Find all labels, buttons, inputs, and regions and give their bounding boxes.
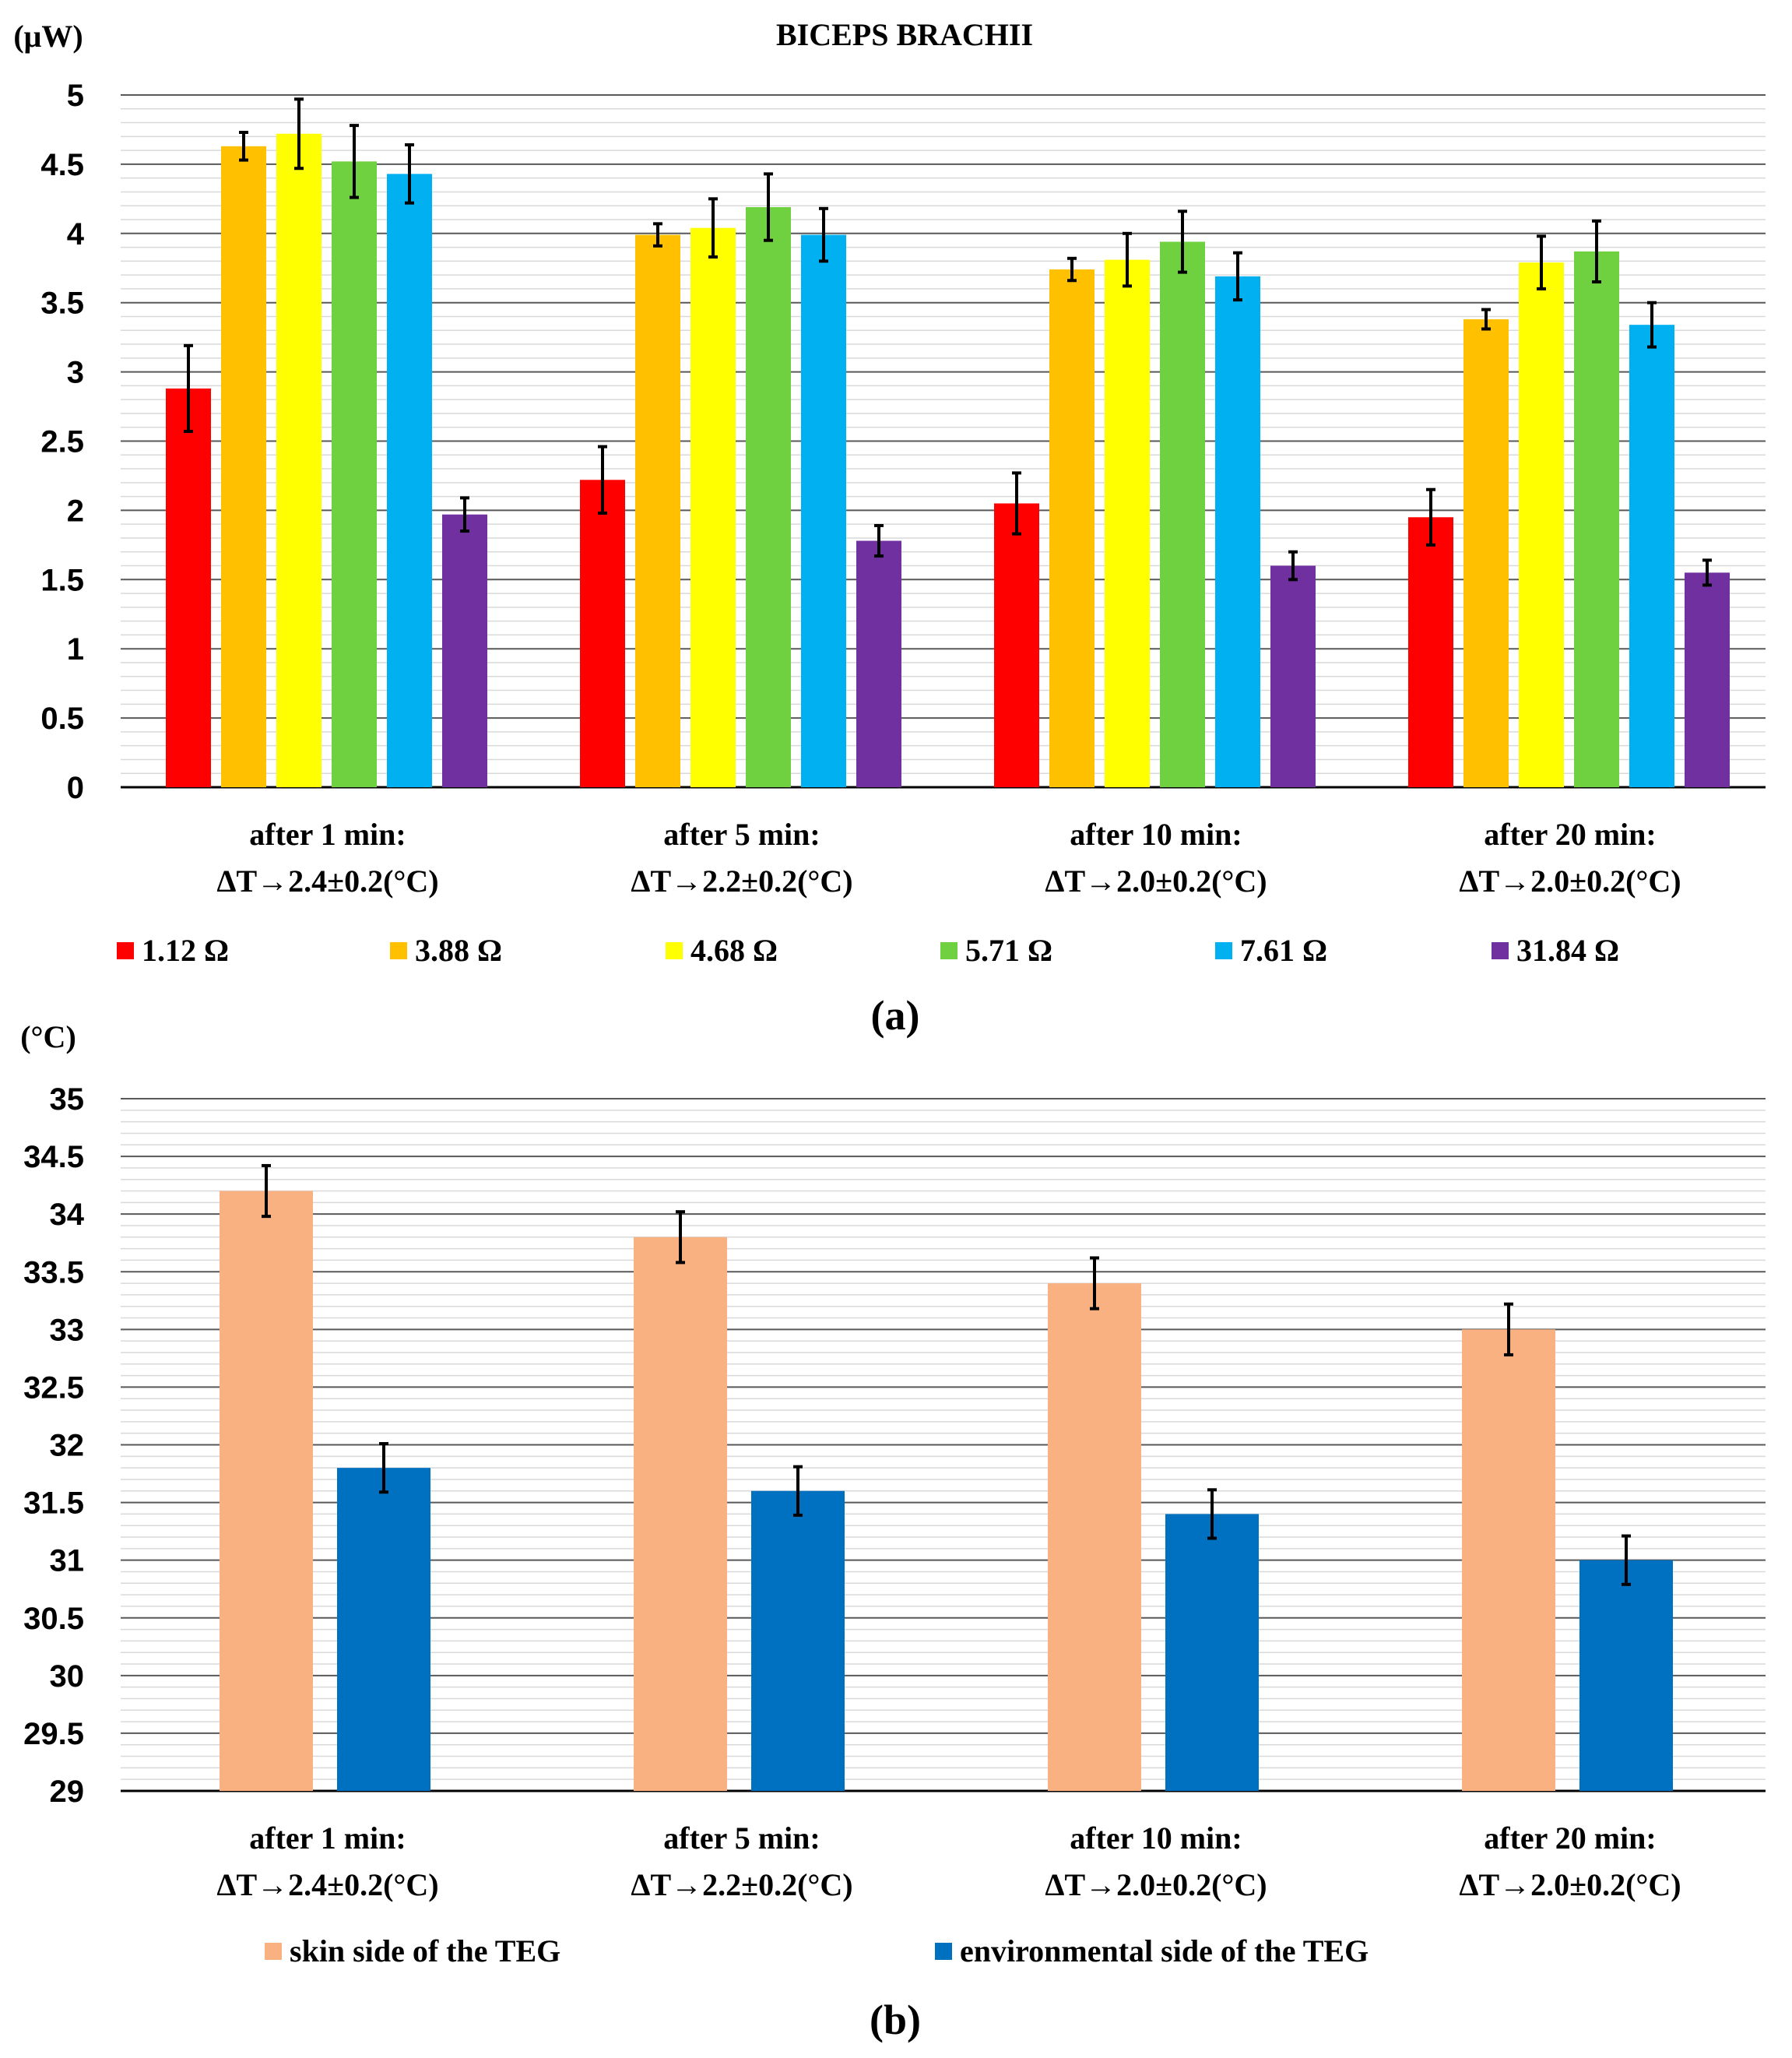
bar (1462, 1329, 1555, 1791)
x-category-label: after 1 min: (249, 1821, 406, 1856)
x-category-label: after 10 min: (1070, 817, 1242, 852)
y-tick-label: 32.5 (23, 1370, 84, 1405)
legend-swatch (117, 942, 134, 959)
bar (1574, 251, 1619, 787)
x-category-label: ΔT→2.4±0.2(°C) (216, 1867, 438, 1902)
bar (1165, 1514, 1259, 1791)
y-tick-label: 31.5 (23, 1486, 84, 1521)
bar (1463, 319, 1509, 787)
bar (751, 1490, 845, 1791)
legend-label: skin side of the TEG (290, 1933, 560, 1968)
bar (1519, 262, 1564, 787)
y-tick-label: 1.5 (40, 563, 84, 597)
bar (801, 234, 846, 787)
y-tick-label: 0 (67, 771, 84, 805)
bar (746, 207, 791, 787)
legend-swatch (666, 942, 683, 959)
bar (220, 1191, 313, 1791)
x-category-label: ΔT→2.0±0.2(°C) (1045, 1867, 1267, 1902)
y-tick-label: 4 (67, 217, 85, 252)
temperature-chart: 29 29.5 30 30.5 31 31.5 32 32.5 33 33.5 34 34.5 35 (°… (20, 1019, 1766, 1968)
x-category-label: ΔT→2.0±0.2(°C) (1045, 864, 1267, 899)
y-tick-label: 3.5 (40, 287, 84, 321)
y-tick-label: 30 (50, 1659, 85, 1694)
y-tick-label: 2 (67, 494, 84, 528)
legend-swatch (935, 1943, 952, 1960)
legend-swatch (1492, 942, 1509, 959)
bar (1629, 325, 1674, 787)
y-tick-label: 31 (50, 1544, 85, 1578)
legend-label: 5.71 Ω (965, 933, 1052, 968)
x-category-label: after 5 min: (663, 1821, 820, 1856)
legend-label: 1.12 Ω (142, 933, 229, 968)
y-tick-label: 33 (50, 1313, 85, 1347)
legend-swatch (390, 942, 407, 959)
bar (1270, 565, 1316, 787)
legend-label: environmental side of the TEG (960, 1933, 1369, 1968)
panel-b-label: (b) (870, 1996, 921, 2043)
y-tick-label: 3 (67, 356, 84, 390)
x-category-label: ΔT→2.0±0.2(°C) (1459, 1867, 1681, 1902)
bar (856, 540, 901, 787)
bar (166, 388, 211, 787)
bar (221, 146, 266, 787)
y-tick-label: 0.5 (40, 702, 84, 736)
bar (1408, 517, 1453, 787)
x-category-label: after 20 min: (1484, 817, 1656, 852)
bar (580, 480, 625, 787)
bar (387, 174, 432, 787)
bar (1049, 269, 1095, 787)
bar (635, 234, 680, 787)
bar (1048, 1283, 1141, 1791)
bar (276, 133, 322, 787)
bar (1685, 572, 1730, 787)
bar (1215, 276, 1260, 788)
y-tick-label: 32 (50, 1429, 85, 1463)
bar (1105, 259, 1150, 787)
y-tick-label: 29 (50, 1775, 85, 1809)
y-tick-label: 5 (67, 79, 84, 113)
y-tick-label: 30.5 (23, 1602, 84, 1636)
y-axis-label: (μW) (13, 19, 83, 54)
y-tick-label: 35 (50, 1082, 85, 1117)
x-category-label: after 20 min: (1484, 1821, 1656, 1856)
x-category-label: after 10 min: (1070, 1821, 1242, 1856)
legend-label: 4.68 Ω (690, 933, 778, 968)
x-category-label: ΔT→2.4±0.2(°C) (216, 864, 438, 899)
legend-label: 3.88 Ω (415, 933, 502, 968)
power-chart: 0 0.5 1 1.5 2 2.5 3 3.5 4 4.5 5 (μW) after 1 min: ΔT→… (13, 19, 1766, 968)
x-category-label: after 1 min: (249, 817, 406, 852)
y-axis-label: (°C) (20, 1019, 76, 1054)
bar (634, 1237, 727, 1791)
legend-label: 31.84 Ω (1516, 933, 1619, 968)
bar (1160, 241, 1205, 787)
bar (337, 1468, 430, 1791)
bar (1579, 1560, 1673, 1791)
y-tick-label: 33.5 (23, 1255, 84, 1289)
x-category-label: after 5 min: (663, 817, 820, 852)
bar (332, 161, 377, 787)
y-tick-label: 4.5 (40, 148, 84, 182)
y-tick-label: 34 (50, 1198, 85, 1232)
y-tick-label: 2.5 (40, 425, 84, 459)
y-tick-label: 1 (67, 632, 84, 667)
x-category-label: ΔT→2.0±0.2(°C) (1459, 864, 1681, 899)
legend-label: 7.61 Ω (1240, 933, 1327, 968)
bar (994, 503, 1039, 787)
legend-swatch (265, 1943, 282, 1960)
y-tick-label: 29.5 (23, 1717, 84, 1751)
x-category-label: ΔT→2.2±0.2(°C) (631, 1867, 852, 1902)
legend-swatch (1215, 942, 1232, 959)
bar (442, 514, 487, 787)
panel-a-label: (a) (871, 992, 920, 1039)
y-tick-label: 34.5 (23, 1140, 84, 1174)
x-category-label: ΔT→2.2±0.2(°C) (631, 864, 852, 899)
chart-title: BICEPS BRACHII (776, 17, 1033, 52)
bar (690, 227, 736, 787)
legend-swatch (940, 942, 957, 959)
